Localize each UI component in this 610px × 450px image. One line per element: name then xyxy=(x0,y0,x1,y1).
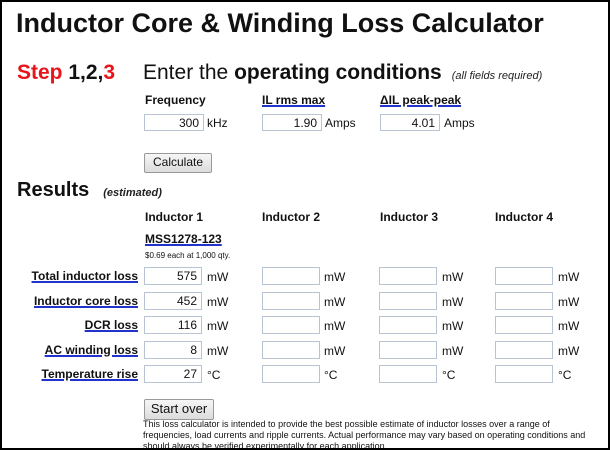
row-label-link[interactable]: AC winding loss xyxy=(44,342,138,357)
step-active: 3 xyxy=(103,61,116,84)
step-numbers: 1,2, xyxy=(68,61,104,84)
frequency-label: Frequency xyxy=(145,93,206,107)
heading-prefix: Enter the xyxy=(143,61,229,84)
required-note: (all fields required) xyxy=(451,70,543,82)
delta-il-unit: Amps xyxy=(444,116,475,130)
result-field[interactable] xyxy=(262,316,320,334)
step-indicator: Step 1,2,3 xyxy=(17,61,115,85)
inductor-3-header: Inductor 3 xyxy=(380,210,439,224)
page-title: Inductor Core & Winding Loss Calculator xyxy=(16,8,544,38)
result-field[interactable]: 8 xyxy=(144,340,202,359)
result-field[interactable] xyxy=(379,267,437,285)
heading-bold: operating conditions xyxy=(234,61,442,84)
result-field[interactable] xyxy=(262,291,320,310)
row-label-link[interactable]: Total inductor loss xyxy=(31,269,138,283)
row-label-link[interactable]: Inductor core loss xyxy=(33,293,138,308)
result-unit: mW xyxy=(324,343,346,358)
result-field[interactable]: 575 xyxy=(144,267,202,285)
result-unit: mW xyxy=(207,343,229,358)
estimated-note: (estimated) xyxy=(103,187,162,199)
result-unit: mW xyxy=(207,270,229,284)
result-field[interactable] xyxy=(379,340,437,359)
results-title: Results xyxy=(17,179,90,201)
result-unit: mW xyxy=(207,319,229,333)
result-field[interactable] xyxy=(495,291,553,310)
result-field[interactable] xyxy=(495,267,553,285)
il-rms-link[interactable]: IL rms max xyxy=(262,93,326,107)
section-heading: Enter the operating conditions (all field… xyxy=(143,61,542,85)
frequency-input[interactable]: 300 xyxy=(144,114,204,131)
result-unit: mW xyxy=(442,270,464,284)
inductor-4-header: Inductor 4 xyxy=(495,210,554,224)
result-unit: mW xyxy=(558,270,580,284)
part-number-link[interactable]: MSS1278-123 xyxy=(145,232,222,246)
result-field[interactable] xyxy=(379,365,437,383)
step-word: Step xyxy=(17,61,63,84)
delta-il-input[interactable]: 4.01 xyxy=(380,114,440,131)
frequency-unit: kHz xyxy=(207,116,228,130)
price-text: $0.69 each at 1,000 qty. xyxy=(145,251,231,260)
row-label-link[interactable]: Temperature rise xyxy=(41,367,139,381)
result-field[interactable]: 27 xyxy=(144,365,202,383)
result-unit: °C xyxy=(442,368,456,382)
result-field[interactable] xyxy=(262,267,320,285)
result-field[interactable] xyxy=(495,365,553,383)
result-field[interactable] xyxy=(379,291,437,310)
result-unit: °C xyxy=(558,368,572,382)
calculate-button[interactable]: Calculate xyxy=(144,153,212,173)
delta-il-link[interactable]: ΔIL peak-peak xyxy=(380,93,462,107)
result-unit: mW xyxy=(442,343,464,358)
result-unit: mW xyxy=(442,294,464,309)
result-field[interactable]: 116 xyxy=(144,316,202,334)
result-unit: mW xyxy=(324,319,346,333)
result-unit: °C xyxy=(207,368,221,382)
inductor-2-header: Inductor 2 xyxy=(262,210,321,224)
result-unit: mW xyxy=(558,319,580,333)
result-field[interactable] xyxy=(262,365,320,383)
result-unit: mW xyxy=(442,319,464,333)
row-label-link[interactable]: DCR loss xyxy=(84,318,138,332)
result-field[interactable] xyxy=(379,316,437,334)
il-rms-input[interactable]: 1.90 xyxy=(262,114,322,131)
disclaimer-text: This loss calculator is intended to prov… xyxy=(143,419,586,450)
result-unit: mW xyxy=(558,343,580,358)
result-unit: mW xyxy=(324,294,346,309)
il-rms-unit: Amps xyxy=(325,116,356,130)
inductor-1-header: Inductor 1 xyxy=(145,210,204,224)
result-unit: mW xyxy=(207,294,229,309)
result-field[interactable] xyxy=(262,340,320,359)
start-over-button[interactable]: Start over xyxy=(144,399,214,420)
result-unit: mW xyxy=(324,270,346,284)
result-field[interactable] xyxy=(495,340,553,359)
results-heading: Results (estimated) xyxy=(17,179,162,202)
result-field[interactable] xyxy=(495,316,553,334)
result-unit: °C xyxy=(324,368,338,382)
result-field[interactable]: 452 xyxy=(144,291,202,310)
result-unit: mW xyxy=(558,294,580,309)
